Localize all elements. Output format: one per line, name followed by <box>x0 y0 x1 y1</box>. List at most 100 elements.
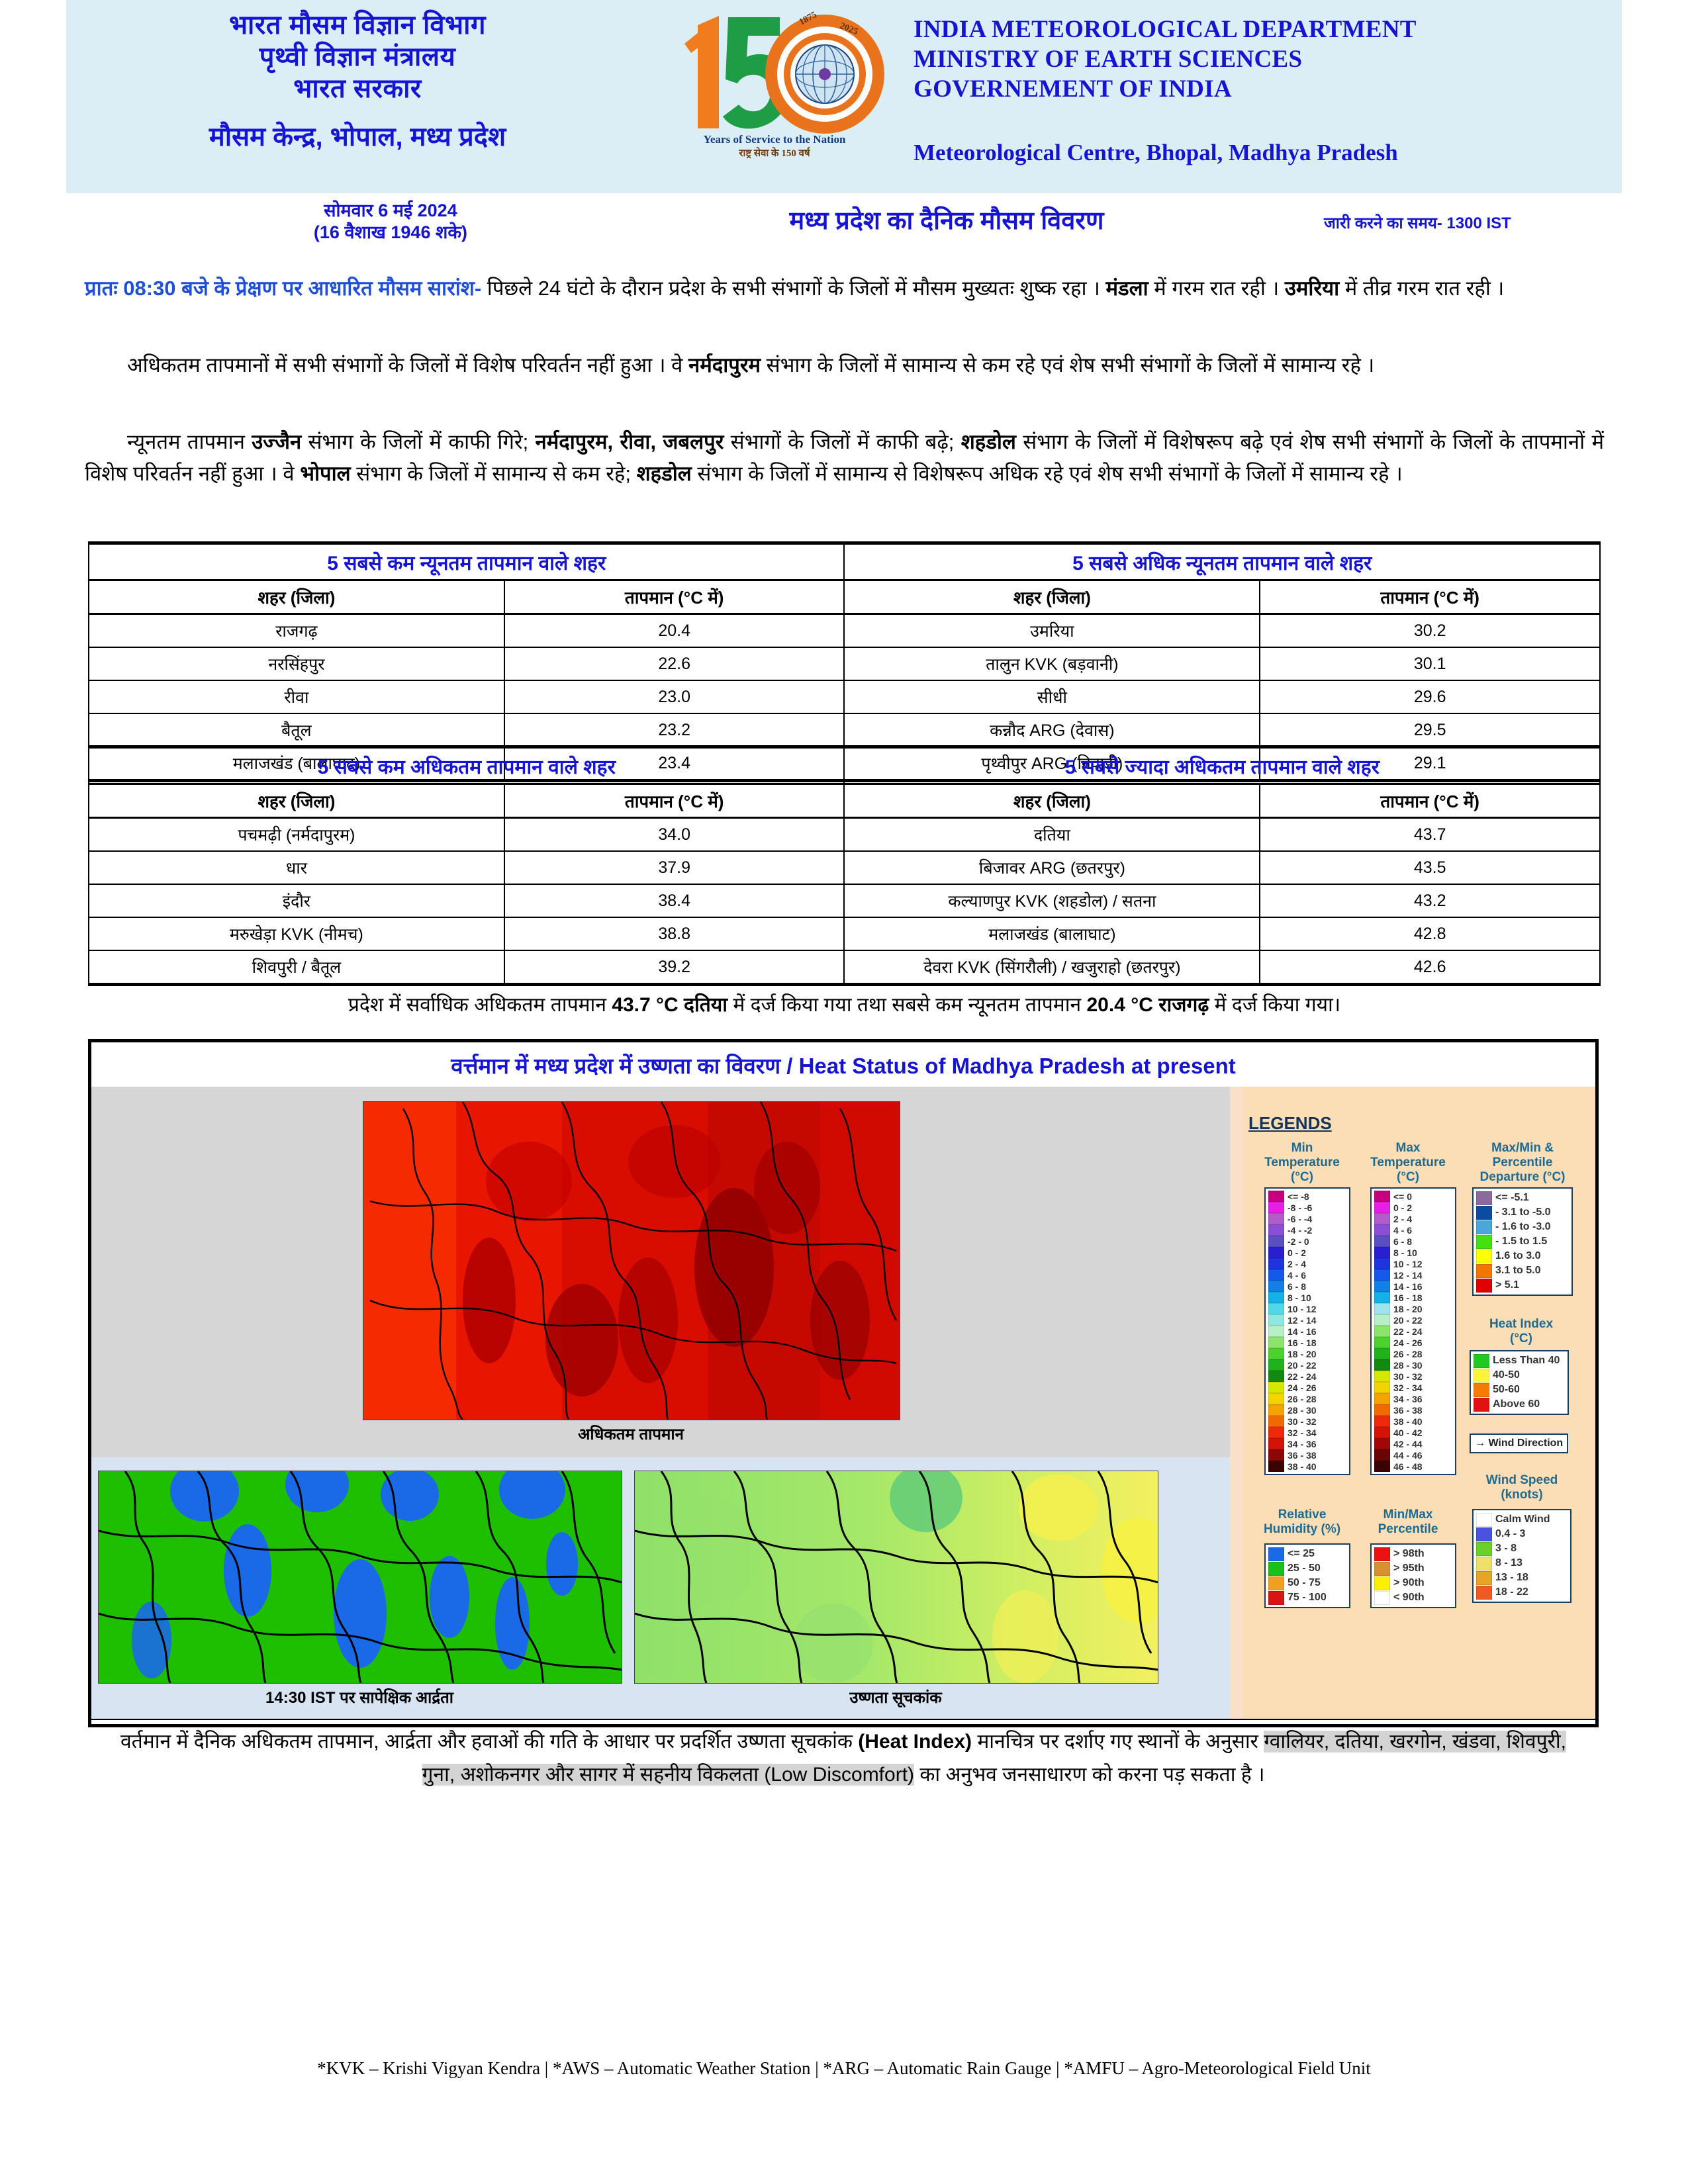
legend-rh-head-1: Relative <box>1278 1508 1327 1522</box>
legend-min-temp-label: 0 - 2 <box>1288 1247 1307 1258</box>
legend-relative-humidity-swatch <box>1268 1547 1284 1561</box>
legend-departure-swatch <box>1476 1234 1492 1249</box>
logo-tagline-hi: राष्ट्र सेवा के 150 वर्ष <box>739 148 810 159</box>
legend-relative-humidity-label: 75 - 100 <box>1288 1592 1327 1603</box>
legend-max-temp-label: 38 - 40 <box>1393 1416 1423 1427</box>
legend-departure-row: 1.6 to 3.0 <box>1476 1249 1569 1263</box>
legend-min-temp-swatch <box>1268 1337 1284 1348</box>
legend-minmax-percentile-label: > 90th <box>1393 1577 1425 1588</box>
legend-max-temp-swatch <box>1374 1427 1390 1438</box>
cell-city: बैतूल <box>88 713 505 747</box>
legend-departure-swatch <box>1476 1205 1492 1220</box>
cell-city: तालुन KVK (बड़वानी) <box>843 647 1261 681</box>
logo-tagline-en: Years of Service to the Nation <box>703 133 846 146</box>
paragraph-max-temp: अधिकतम तापमानों में सभी संभागों के जिलों… <box>85 349 1604 381</box>
table-row: बैतूल 23.2 कन्नौद ARG (देवास) 29.5 <box>88 713 1601 747</box>
paragraph-summary: प्रातः 08:30 बजे के प्रेक्षण पर आधारित म… <box>85 273 1604 304</box>
wind-direction-label: Wind Direction <box>1488 1437 1564 1449</box>
cell-temp: 37.9 <box>503 850 845 885</box>
paragraph-min-text-d: संभाग के जिलों में विशेषरूप बढ़े एवं शेष… <box>85 430 1604 485</box>
legend-min-temp-swatch <box>1268 1202 1284 1213</box>
legend-departure-row: <= -5.1 <box>1476 1191 1569 1205</box>
legend-min-temp-label: 38 - 40 <box>1288 1461 1317 1472</box>
legend-minmax-percentile-label: < 90th <box>1393 1592 1425 1603</box>
paragraph-max-text-b: संभाग के जिलों में सामान्य से कम रहे एवं… <box>761 353 1375 377</box>
table-title-row: 5 सबसे कम अधिकतम तापमान वाले शहर 5 सबसे … <box>87 745 1601 785</box>
legend-departure-swatch <box>1476 1249 1492 1263</box>
legend-min-temp-swatch <box>1268 1382 1284 1393</box>
legend-departure-row: > 5.1 <box>1476 1278 1569 1293</box>
legend-departure-row: - 3.1 to -5.0 <box>1476 1205 1569 1220</box>
legend-max-temp-row: <= 0 <box>1374 1191 1452 1202</box>
cell-temp: 34.0 <box>503 817 845 852</box>
logo-tagline: Years of Service to the Nation राष्ट्र स… <box>662 133 887 160</box>
header-hindi-line-2: पृथ्वी विज्ञान मंत्रालय <box>259 42 456 71</box>
legend-min-temp-swatch <box>1268 1348 1284 1359</box>
summary-text-b: में दर्ज किया गया तथा सबसे कम न्यूनतम ता… <box>727 994 1087 1016</box>
max-col-city-right: शहर (जिला) <box>843 783 1261 819</box>
report-date-saka: (16 वैशाख 1946 शके) <box>313 222 468 242</box>
legend-pc-head-2: Percentile <box>1378 1522 1438 1536</box>
legend-departure-label: - 1.6 to -3.0 <box>1495 1221 1551 1232</box>
cell-temp: 38.4 <box>503 884 845 918</box>
cell-city: कल्याणपुर KVK (शहडोल) / सतना <box>843 884 1261 918</box>
table-row: पचमढ़ी (नर्मदापुरम) 34.0 दतिया 43.7 <box>88 817 1601 852</box>
legend-min-temp-swatch <box>1268 1461 1284 1472</box>
legend-max-temp-label: 36 - 38 <box>1393 1404 1423 1416</box>
legend-heat-index-swatch <box>1474 1397 1489 1412</box>
extremes-summary-line: प्रदेश में सर्वाधिक अधिकतम तापमान 43.7 °… <box>85 990 1604 1017</box>
legend-max-temp-label: 26 - 28 <box>1393 1348 1423 1359</box>
legend-min-temp-row: 0 - 2 <box>1268 1247 1346 1258</box>
legend-box-wind-speed: Calm Wind 0.4 - 3 3 - 8 8 - 13 13 - 18 18 - 2… <box>1472 1509 1571 1603</box>
legend-departure-label: 1.6 to 3.0 <box>1495 1250 1541 1261</box>
legend-max-temp-swatch <box>1374 1281 1390 1292</box>
legend-max-temp-label: 20 - 22 <box>1393 1314 1423 1326</box>
legend-max-temp-swatch <box>1374 1213 1390 1224</box>
cell-city: नरसिंहपुर <box>88 647 505 681</box>
legend-wind-speed-swatch <box>1476 1541 1492 1556</box>
legend-min-temp-row: 22 - 24 <box>1268 1371 1346 1382</box>
legend-min-temp-label: -8 - -6 <box>1288 1202 1313 1213</box>
map-max-temperature <box>363 1101 900 1420</box>
paragraph-min-bold-5: शहडोल <box>636 462 692 485</box>
legend-max-temp-label: 12 - 14 <box>1393 1269 1423 1281</box>
legend-rh-head-2: Humidity (%) <box>1263 1522 1341 1536</box>
legend-min-temp-label: -2 - 0 <box>1288 1236 1309 1247</box>
legend-wind-speed-label: 0.4 - 3 <box>1495 1528 1526 1539</box>
table-row: मरुखेड़ा KVK (नीमच) 38.8 मलाजखंड (बालाघा… <box>88 917 1601 951</box>
legend-heading-minmax-percentile: Min/Max Percentile <box>1358 1508 1458 1537</box>
legend-heat-index-swatch <box>1474 1383 1489 1397</box>
legend-relative-humidity-row: 50 - 75 <box>1268 1576 1346 1590</box>
cell-city: मरुखेड़ा KVK (नीमच) <box>88 917 505 951</box>
cell-temp: 29.5 <box>1259 713 1601 747</box>
legend-minmax-percentile-row: > 98th <box>1374 1547 1452 1561</box>
table-row: शिवपुरी / बैतूल 39.2 देवरा KVK (सिंगरौली… <box>88 950 1601 986</box>
table-row: राजगढ़ 20.4 उमरिया 30.2 <box>88 613 1601 648</box>
legend-minmax-percentile-swatch <box>1374 1590 1390 1605</box>
legend-max-temp-swatch <box>1374 1382 1390 1393</box>
cell-temp: 23.0 <box>503 680 845 714</box>
paragraph-min-text-a: न्यूनतम तापमान <box>127 430 252 453</box>
legend-max-temp-label: 30 - 32 <box>1393 1371 1423 1382</box>
legend-relative-humidity-swatch <box>1268 1561 1284 1576</box>
legend-max-temp-label: 8 - 10 <box>1393 1247 1417 1258</box>
legend-wind-speed-label: 18 - 22 <box>1495 1586 1528 1598</box>
cell-temp: 30.2 <box>1259 613 1601 648</box>
min-table-title-right: 5 सबसे अधिक न्यूनतम तापमान वाले शहर <box>843 541 1601 581</box>
legend-minmax-percentile-row: > 90th <box>1374 1576 1452 1590</box>
map-relative-humidity-image <box>99 1471 622 1683</box>
legend-max-temp-row: 22 - 24 <box>1374 1326 1452 1337</box>
statement-text-c: का अनुभव जनसाधारण को करना पड़ सकता है । <box>914 1764 1265 1786</box>
legend-wind-speed-row: 13 - 18 <box>1476 1570 1568 1585</box>
legend-heat-index-label: Above 60 <box>1493 1398 1540 1410</box>
legend-heat-index-swatch <box>1474 1368 1489 1383</box>
paragraph-summary-text-b: में गरम रात रही । <box>1148 277 1285 300</box>
legend-relative-humidity-swatch <box>1268 1576 1284 1590</box>
legend-min-temp-row: 6 - 8 <box>1268 1281 1346 1292</box>
header-english-block: INDIA METEOROLOGICAL DEPARTMENT MINISTRY… <box>900 0 1622 167</box>
min-col-city-right: शहर (जिला) <box>843 579 1261 615</box>
legend-max-temp-row: 40 - 42 <box>1374 1427 1452 1438</box>
legend-max-temp-row: 36 - 38 <box>1374 1404 1452 1416</box>
legend-wind-speed-swatch <box>1476 1570 1492 1585</box>
cell-temp: 42.6 <box>1259 950 1601 986</box>
